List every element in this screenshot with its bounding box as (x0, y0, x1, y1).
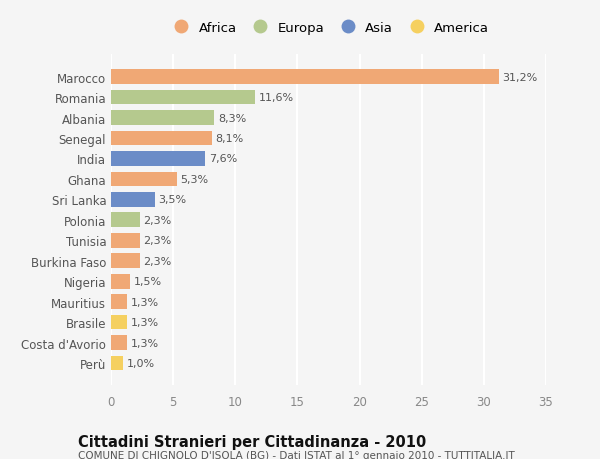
Text: 2,3%: 2,3% (143, 256, 172, 266)
Bar (111, 295, 127, 309)
Text: 31,2%: 31,2% (503, 73, 538, 83)
Text: 8,1%: 8,1% (215, 134, 244, 144)
Text: 1,3%: 1,3% (131, 297, 159, 307)
Bar (111, 213, 140, 228)
Text: Cittadini Stranieri per Cittadinanza - 2010: Cittadini Stranieri per Cittadinanza - 2… (78, 434, 426, 449)
Text: 1,3%: 1,3% (131, 338, 159, 348)
Text: 1,0%: 1,0% (127, 358, 155, 368)
Bar (111, 90, 255, 105)
Text: 1,3%: 1,3% (131, 317, 159, 327)
Text: 2,3%: 2,3% (143, 215, 172, 225)
Text: 1,5%: 1,5% (133, 277, 161, 286)
Bar (111, 193, 155, 207)
Text: 8,3%: 8,3% (218, 113, 246, 123)
Bar (111, 172, 177, 187)
Bar (111, 274, 130, 289)
Bar (111, 152, 205, 167)
Text: 7,6%: 7,6% (209, 154, 238, 164)
Bar (111, 111, 214, 126)
Text: COMUNE DI CHIGNOLO D'ISOLA (BG) - Dati ISTAT al 1° gennaio 2010 - TUTTITALIA.IT: COMUNE DI CHIGNOLO D'ISOLA (BG) - Dati I… (78, 450, 515, 459)
Text: 5,3%: 5,3% (181, 174, 209, 185)
Bar (111, 70, 499, 85)
Bar (111, 233, 140, 248)
Bar (111, 336, 127, 350)
Bar (111, 131, 212, 146)
Bar (111, 315, 127, 330)
Text: 3,5%: 3,5% (158, 195, 187, 205)
Bar (111, 356, 124, 370)
Text: 2,3%: 2,3% (143, 236, 172, 246)
Text: 11,6%: 11,6% (259, 93, 294, 103)
Bar (111, 254, 140, 269)
Legend: Africa, Europa, Asia, America: Africa, Europa, Asia, America (168, 22, 489, 35)
